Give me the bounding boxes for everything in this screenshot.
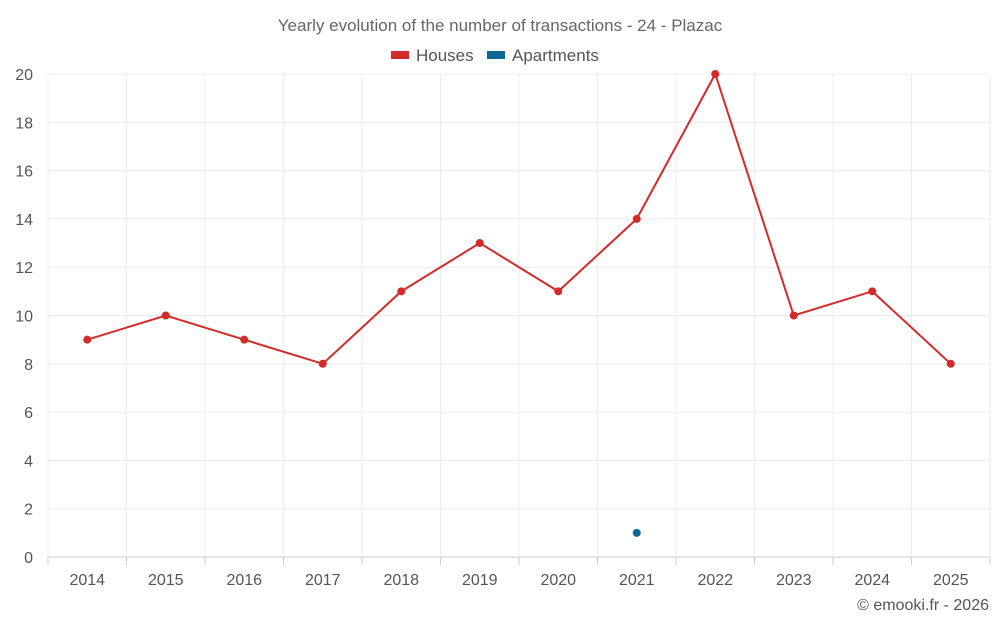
y-tick-label: 16 [15,164,33,181]
y-tick-label: 2 [24,502,33,519]
x-tick-label: 2023 [776,572,812,589]
x-tick-label: 2014 [69,572,105,589]
x-tick-label: 2015 [148,572,184,589]
data-point-houses-2017[interactable] [318,359,327,368]
y-tick-label: 6 [24,405,33,422]
legend-item-houses[interactable]: Houses [391,46,474,65]
y-tick-label: 0 [24,550,33,567]
y-tick-label: 20 [15,67,33,84]
data-point-houses-2024[interactable] [868,287,877,296]
legend: Houses Apartments [391,46,599,65]
legend-swatch-apartments [487,51,505,59]
data-point-houses-2019[interactable] [475,239,484,248]
data-point-houses-2018[interactable] [397,287,406,296]
x-tick-label: 2025 [933,572,969,589]
y-tick-label: 4 [24,453,33,470]
data-point-houses-2025[interactable] [946,359,955,368]
data-point-houses-2014[interactable] [83,335,92,344]
x-tick-label: 2022 [697,572,733,589]
y-tick-label: 12 [15,260,33,277]
legend-item-apartments[interactable]: Apartments [487,46,599,65]
series [83,70,955,537]
x-tick-label: 2024 [854,572,890,589]
legend-label-apartments: Apartments [512,46,599,65]
data-point-houses-2016[interactable] [240,335,249,344]
y-tick-label: 8 [24,357,33,374]
series-houses [83,70,955,368]
data-point-houses-2022[interactable] [711,70,720,78]
data-point-houses-2020[interactable] [554,287,563,296]
data-point-houses-2021[interactable] [632,214,641,223]
x-axis-ticks: 2014 2015 2016 2017 2018 2019 2020 2021 2022 2023… [69,572,968,589]
grid [47,73,991,565]
data-point-houses-2023[interactable] [789,311,798,320]
x-tick-label: 2018 [383,572,419,589]
y-tick-label: 14 [15,212,33,229]
x-tick-label: 2017 [305,572,341,589]
credit-text: © emooki.fr - 2026 [857,597,989,614]
series-apartments [632,528,641,537]
legend-swatch-houses [391,51,409,59]
x-tick-label: 2021 [619,572,655,589]
data-point-houses-2015[interactable] [161,311,170,320]
y-axis-ticks: 0 2 4 6 8 10 12 14 16 18 20 [15,67,33,567]
x-tick-label: 2020 [540,572,576,589]
x-tick-label: 2016 [226,572,262,589]
legend-label-houses: Houses [416,46,474,65]
x-tick-label: 2019 [462,572,498,589]
data-point-apartments-2021[interactable] [632,528,641,537]
y-tick-label: 10 [15,309,33,326]
chart-title: Yearly evolution of the number of transa… [278,16,723,35]
y-tick-label: 18 [15,115,33,132]
series-line-houses [86,71,952,365]
